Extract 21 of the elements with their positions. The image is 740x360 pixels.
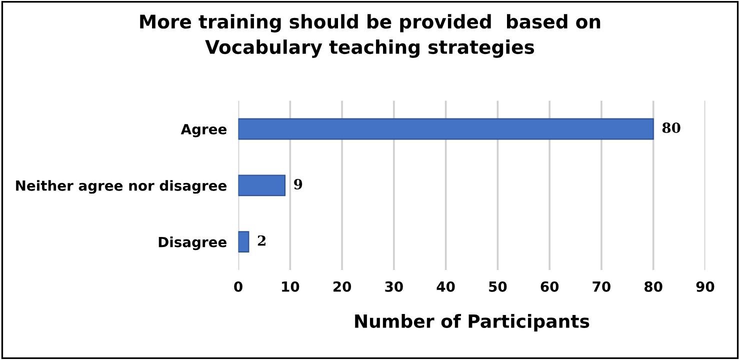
bar: [238, 231, 250, 253]
x-tick-label: 20: [333, 281, 352, 292]
bar: [238, 118, 654, 140]
y-tick-label: Agree: [180, 124, 226, 138]
x-tick-label: 60: [540, 281, 559, 292]
chart-title: More training should be provided based on Vocabulary teaching strategies: [140, 14, 600, 58]
x-tick-label: 50: [489, 281, 507, 292]
y-tick-label: Disagree: [158, 236, 226, 250]
x-tick-label: 40: [436, 281, 455, 292]
bar: [238, 174, 286, 196]
x-tick-label: 30: [385, 281, 403, 292]
x-tick-label: 10: [282, 281, 300, 292]
x-tick-label: 0: [234, 281, 242, 292]
data-label: 2: [258, 235, 266, 246]
x-axis-title: Number of Participants: [355, 314, 590, 332]
y-tick-label: Neither agree nor disagree: [16, 180, 226, 194]
x-tick-label: 80: [644, 281, 662, 292]
x-tick-label: 70: [592, 281, 610, 292]
data-label: 9: [294, 178, 302, 190]
x-tick-label: 90: [696, 281, 714, 292]
data-label: 80: [662, 122, 680, 134]
